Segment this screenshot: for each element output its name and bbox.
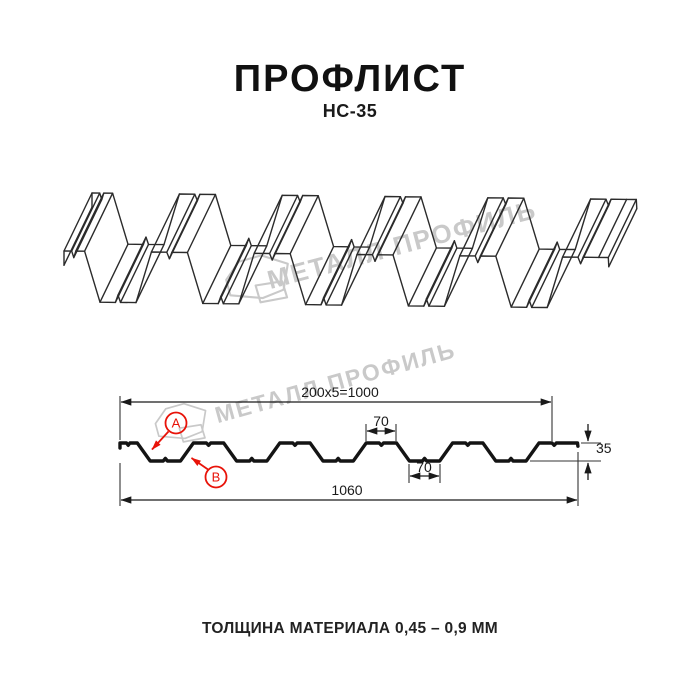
sheet-length-line: [220, 237, 250, 298]
sheet-length-line: [202, 244, 232, 305]
sheet-length-line: [474, 197, 504, 257]
dim-label-useful-width: 200x5=1000: [301, 384, 379, 400]
sheet-length-line: [63, 192, 93, 252]
dim-label-crest-width: 70: [373, 413, 389, 429]
sheet-length-line: [73, 198, 103, 259]
dim-label-height: 35: [596, 440, 612, 456]
dimension-lines: [120, 398, 592, 504]
sheet-length-line: [135, 243, 165, 304]
sheet-length-line: [425, 240, 456, 300]
material-thickness-note: ТОЛЩИНА МАТЕРИАЛА 0,45 – 0,9 ММ: [201, 620, 498, 637]
sheet-length-line: [608, 207, 638, 268]
sheet-length-line: [546, 248, 576, 309]
sheet-length-line: [289, 194, 319, 255]
sheet-front-edge: [63, 250, 610, 309]
extension-lines: [119, 396, 601, 506]
sheet-length-line: [253, 194, 283, 255]
sheet-length-line: [117, 236, 147, 296]
sheet-length-line: [428, 247, 458, 307]
sheet-length-line: [443, 247, 474, 307]
sheet-length-line: [114, 243, 145, 304]
metall-profil-logo-icon: [225, 254, 289, 304]
callout-a-arrow: [151, 430, 170, 451]
sheet-length-line: [70, 192, 101, 252]
sheet-length-line: [99, 243, 129, 303]
sheet-length-line: [376, 196, 407, 256]
sheet-length-line: [320, 246, 350, 306]
sheet-length-line: [371, 195, 402, 256]
sheet-length-line: [528, 241, 558, 301]
sheet-length-line: [561, 198, 592, 258]
sheet-length-line: [171, 193, 201, 254]
sheet-length-lines: [63, 192, 638, 309]
logo-fold: [254, 280, 289, 304]
sheet-length-line: [217, 244, 247, 305]
callout-a: A: [151, 411, 188, 451]
profile-model-label: НС-35: [322, 101, 378, 121]
sheet-length-line: [356, 195, 386, 256]
sheet-length-line: [166, 193, 196, 253]
sheet-length-line: [222, 244, 253, 305]
callout-b-label: B: [212, 470, 221, 485]
callout-b-arrow: [190, 457, 209, 471]
sheet-length-line: [459, 197, 489, 257]
callout-b: B: [190, 457, 228, 489]
sheet-length-line: [407, 247, 438, 307]
sheet-length-line: [150, 193, 181, 253]
dim-label-trough-width: 70: [416, 459, 432, 475]
profile-cross-section: [118, 441, 580, 463]
sheet-length-line: [304, 245, 335, 306]
sheet-length-line: [75, 192, 105, 252]
sheet-length-line: [63, 206, 93, 266]
logo-fold: [178, 423, 206, 443]
sheet-length-line: [83, 192, 114, 252]
sheet-length-line: [340, 246, 371, 306]
sheet-length-line: [582, 198, 612, 258]
dim-label-full-width: 1060: [331, 482, 362, 498]
sheet-length-line: [607, 198, 637, 259]
sheet-3d-view: [63, 192, 638, 309]
sheet-length-line: [423, 247, 453, 307]
sheet-length-line: [597, 198, 628, 259]
sheet-length-line: [325, 246, 355, 306]
sheet-length-line: [274, 194, 304, 255]
sheet-length-line: [525, 248, 556, 308]
sheet-length-line: [577, 198, 607, 258]
sheet-length-line: [392, 196, 422, 256]
sheet-back-edge: [91, 192, 638, 251]
sheet-length-line: [495, 197, 525, 257]
page-title: ПРОФЛИСТ: [233, 58, 467, 100]
callout-a-label: A: [172, 416, 181, 431]
sheet-length-line: [479, 197, 509, 257]
sheet-length-line: [510, 248, 540, 308]
sheet-length-line: [531, 248, 561, 309]
sheet-length-line: [238, 245, 268, 305]
sheet-length-line: [119, 243, 150, 304]
logo-outline: [225, 254, 289, 300]
sheet-length-line: [186, 193, 217, 254]
sheet-length-line: [268, 194, 299, 255]
sheet-length-line: [322, 238, 353, 299]
